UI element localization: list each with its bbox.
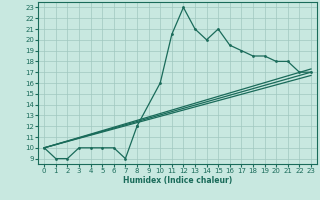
X-axis label: Humidex (Indice chaleur): Humidex (Indice chaleur): [123, 176, 232, 185]
